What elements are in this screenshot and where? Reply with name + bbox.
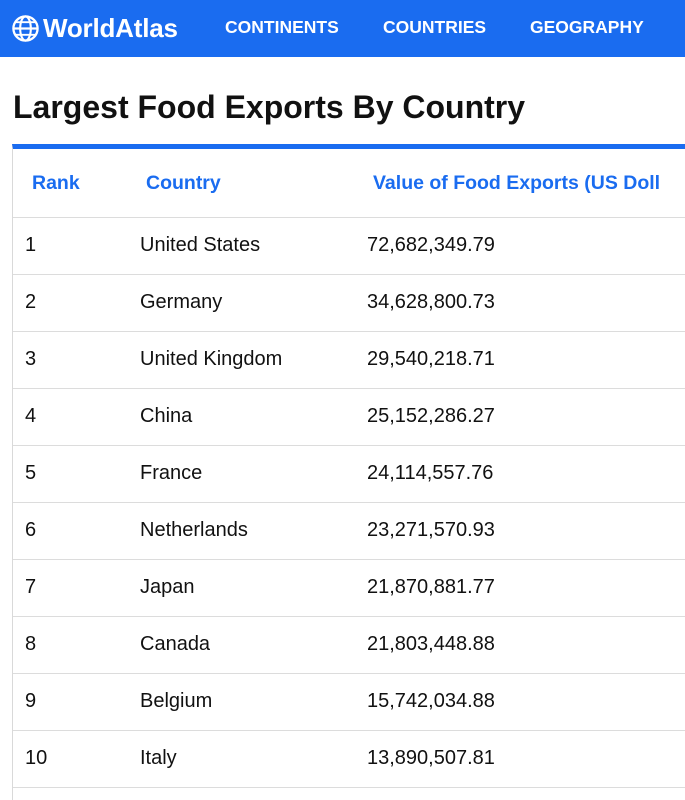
rank-cell: 10 (25, 747, 48, 769)
value-cell: 21,803,448.88 (367, 633, 495, 655)
globe-icon (11, 14, 40, 43)
food-exports-table: Rank Country Value of Food Exports (US D… (12, 144, 685, 800)
nav-geography-link[interactable]: GEOGRAPHY (530, 17, 644, 37)
country-cell: Netherlands (140, 519, 248, 541)
country-cell: Canada (140, 633, 211, 655)
value-cell: 24,114,557.76 (367, 462, 494, 484)
table-row: 2 Germany 34,628,800.73 (13, 275, 685, 332)
value-cell: 21,870,881.77 (367, 576, 495, 598)
rank-cell: 4 (25, 405, 37, 427)
header-value[interactable]: Value of Food Exports (US Doll (373, 172, 661, 194)
nav-continents-link[interactable]: CONTINENTS (225, 17, 339, 37)
header-rank[interactable]: Rank (32, 172, 80, 194)
header-country[interactable]: Country (146, 172, 221, 194)
country-cell: Italy (140, 747, 177, 769)
value-cell: 23,271,570.93 (367, 519, 495, 541)
table-row: 1 United States 72,682,349.79 (13, 218, 685, 275)
rank-cell: 6 (25, 519, 37, 541)
table-row: 3 United Kingdom 29,540,218.71 (13, 332, 685, 389)
country-cell: Japan (140, 576, 195, 598)
rank-cell: 5 (25, 462, 37, 484)
worldatlas-logo-link[interactable]: WorldAtlas (11, 13, 178, 44)
rank-cell: 1 (25, 234, 37, 256)
value-cell: 34,628,800.73 (367, 291, 495, 313)
rank-cell: 2 (25, 291, 37, 313)
table-row: 9 Belgium 15,742,034.88 (13, 674, 685, 731)
nav-countries-link[interactable]: COUNTRIES (383, 17, 487, 37)
value-cell: 13,890,507.81 (367, 747, 495, 769)
top-navbar: WorldAtlas CONTINENTS COUNTRIES GEOGRAPH… (0, 0, 685, 57)
value-cell: 29,540,218.71 (367, 348, 495, 370)
table-row: 5 France 24,114,557.76 (13, 446, 685, 503)
value-cell: 72,682,349.79 (367, 234, 495, 256)
brand-name: WorldAtlas (43, 13, 178, 43)
country-cell: China (140, 405, 193, 427)
value-cell: 25,152,286.27 (367, 405, 495, 427)
rank-cell: 3 (25, 348, 37, 370)
country-cell: United Kingdom (140, 348, 283, 370)
rank-cell: 8 (25, 633, 37, 655)
country-cell: Belgium (140, 690, 213, 712)
table-row: 8 Canada 21,803,448.88 (13, 617, 685, 674)
rank-cell: 9 (25, 690, 37, 712)
page-title: Largest Food Exports By Country (13, 89, 526, 125)
country-cell: United States (140, 234, 261, 256)
table-row: 7 Japan 21,870,881.77 (13, 560, 685, 617)
country-cell: France (140, 462, 203, 484)
table-row: 6 Netherlands 23,271,570.93 (13, 503, 685, 560)
table-row: 10 Italy 13,890,507.81 (13, 731, 685, 788)
table-row: 4 China 25,152,286.27 (13, 389, 685, 446)
rank-cell: 7 (25, 576, 37, 598)
country-cell: Germany (140, 291, 223, 313)
value-cell: 15,742,034.88 (367, 690, 495, 712)
table-header: Rank Country Value of Food Exports (US D… (13, 149, 685, 218)
